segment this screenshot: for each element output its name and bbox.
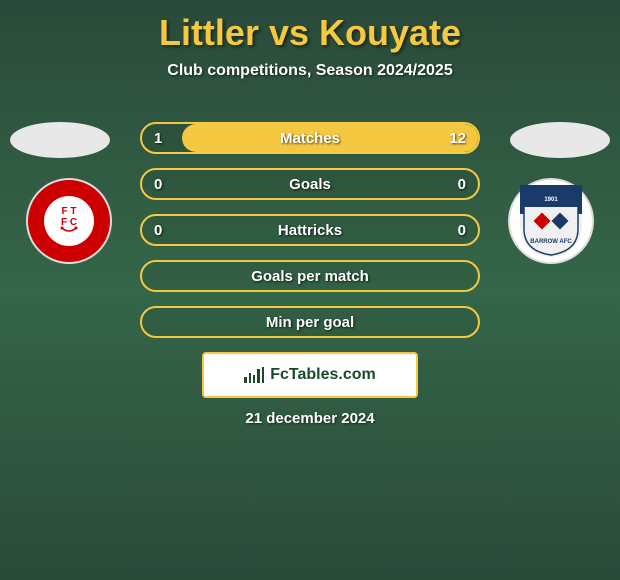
subtitle: Club competitions, Season 2024/2025 <box>0 62 620 80</box>
stat-label: Matches <box>142 124 478 152</box>
stat-bar: 0Goals0 <box>140 168 480 200</box>
date-text: 21 december 2024 <box>0 410 620 427</box>
stat-label: Goals per match <box>142 262 478 290</box>
stat-bar: Min per goal <box>140 306 480 338</box>
club-left-logo-icon: F T F C <box>44 196 94 246</box>
chart-icon <box>244 367 264 383</box>
svg-text:BARROW AFC: BARROW AFC <box>530 239 572 245</box>
stat-value-right: 0 <box>446 216 478 244</box>
stat-bar: 0Hattricks0 <box>140 214 480 246</box>
stat-bar: 1Matches12 <box>140 122 480 154</box>
player-right-badge <box>510 122 610 158</box>
svg-text:F C: F C <box>61 217 77 228</box>
player-left-badge <box>10 122 110 158</box>
stat-bars-container: 1Matches120Goals00Hattricks0Goals per ma… <box>140 122 480 352</box>
stat-label: Hattricks <box>142 216 478 244</box>
stat-value-right: 0 <box>446 170 478 198</box>
club-right-badge: BARROW AFC 1901 <box>508 178 594 264</box>
stat-value-right: 12 <box>437 124 478 152</box>
brand-text: FcTables.com <box>270 366 376 384</box>
stat-label: Goals <box>142 170 478 198</box>
svg-text:F T: F T <box>62 206 77 217</box>
club-right-logo-icon: BARROW AFC 1901 <box>520 185 582 257</box>
stat-bar: Goals per match <box>140 260 480 292</box>
brand-footer[interactable]: FcTables.com <box>202 352 418 398</box>
page-title: Littler vs Kouyate <box>0 0 620 54</box>
club-left-badge: F T F C <box>26 178 112 264</box>
svg-text:1901: 1901 <box>544 197 558 203</box>
stat-label: Min per goal <box>142 308 478 336</box>
